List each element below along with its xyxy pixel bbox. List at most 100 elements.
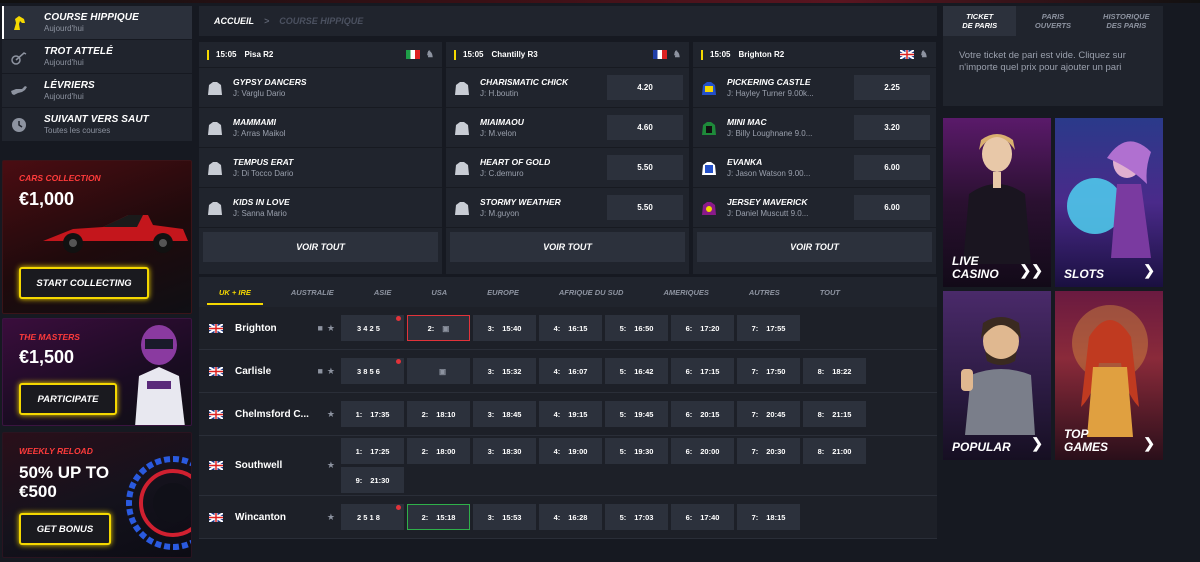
odds-button[interactable]: 5.50 — [607, 195, 683, 220]
meeting-info[interactable]: Southwell ★ — [199, 436, 341, 495]
favorite-star-icon[interactable]: ★ — [326, 408, 335, 419]
race-time-button[interactable]: 9: 21:30 — [341, 467, 404, 493]
race-time-button[interactable]: 5: 19:45 — [605, 401, 668, 427]
tab-autres[interactable]: AUTRES — [748, 287, 780, 297]
favorite-star-icon[interactable]: ★ — [326, 322, 335, 333]
promo-weekly-reload[interactable]: WEEKLY RELOAD 50% UP TO €500 GET BONUS — [2, 432, 192, 558]
tab-tout[interactable]: TOUT — [819, 287, 840, 297]
nav-label: COURSE HIPPIQUE — [44, 12, 139, 23]
silks-icon — [702, 81, 716, 95]
promo-the-masters[interactable]: THE MASTERS €1,500 PARTICIPATE — [2, 318, 192, 426]
tile-live-casino[interactable]: LIVE CASINO ❯❯ — [943, 118, 1051, 287]
race-time-button[interactable]: 4: 16:15 — [539, 315, 602, 341]
race-time-button[interactable]: 6: 17:15 — [671, 358, 734, 384]
nav-course-hippique[interactable]: COURSE HIPPIQUE Aujourd'hui — [2, 6, 192, 39]
race-card-header[interactable]: 15:05 Brighton R2 ♞ — [693, 42, 936, 68]
race-time-button[interactable]: 2 5 1 8 — [341, 504, 404, 530]
nav-trot-attele[interactable]: TROT ATTELÉ Aujourd'hui — [2, 40, 192, 73]
race-slots: 1: 17:25 2: 18:00 3: 18:30 4: 19:00 5: 19:30 6: 20:… — [341, 436, 931, 495]
tile-slots[interactable]: SLOTS ❯ — [1055, 118, 1163, 287]
favorite-star-icon[interactable]: ★ — [326, 460, 335, 470]
race-time-button[interactable]: 6: 17:20 — [671, 315, 734, 341]
tile-top-games[interactable]: TOP GAMES ❯ — [1055, 291, 1163, 460]
race-time-button[interactable]: 6: 20:00 — [671, 438, 734, 464]
meeting-info[interactable]: Brighton ■ ★ — [199, 307, 341, 349]
race-time-button[interactable]: 7: 17:55 — [737, 315, 800, 341]
race-time-button[interactable]: 7: 20:45 — [737, 401, 800, 427]
tab-uk-ire[interactable]: UK + IRE — [199, 277, 271, 307]
tab-asie[interactable]: ASIE — [373, 287, 392, 297]
race-time-button[interactable]: 7: 17:50 — [737, 358, 800, 384]
race-time-button[interactable]: 3: 15:53 — [473, 504, 536, 530]
race-time-button[interactable]: 1: 17:35 — [341, 401, 404, 427]
race-time-button[interactable]: 3: 18:45 — [473, 401, 536, 427]
race-time-button[interactable]: 5: 19:30 — [605, 438, 668, 464]
race-time-button[interactable]: 4: 19:00 — [539, 438, 602, 464]
race-time: 21:30 — [370, 475, 390, 485]
race-time-button[interactable]: 6: 20:15 — [671, 401, 734, 427]
race-time-button[interactable]: 5: 16:50 — [605, 315, 668, 341]
tab-europe[interactable]: EUROPE — [487, 287, 519, 297]
odds-button[interactable]: 4.60 — [607, 115, 683, 140]
race-time: 17:35 — [370, 409, 390, 419]
race-card-header[interactable]: 15:05 Chantilly R3 ♞ — [446, 42, 689, 68]
race-time-button[interactable]: ▣ — [407, 358, 470, 384]
race-time-button[interactable]: 2: 15:18 — [407, 504, 470, 530]
participate-button[interactable]: PARTICIPATE — [19, 383, 117, 415]
race-time-button[interactable]: 4: 19:15 — [539, 401, 602, 427]
odds-button[interactable]: 5.50 — [607, 155, 683, 180]
favorite-star-icon[interactable]: ★ — [326, 365, 335, 376]
odds-button[interactable]: 4.20 — [607, 75, 683, 100]
race-time-button[interactable]: 7: 20:30 — [737, 438, 800, 464]
race-time-button[interactable]: 6: 17:40 — [671, 504, 734, 530]
race-time-button[interactable]: 3: 15:32 — [473, 358, 536, 384]
odds-button[interactable]: 3.20 — [854, 115, 930, 140]
tab-ameriques[interactable]: AMERIQUES — [663, 287, 709, 297]
video-camera-icon[interactable]: ■ — [317, 365, 323, 376]
meeting-info[interactable]: Carlisle ■ ★ — [199, 350, 341, 392]
race-time-button[interactable]: 2: 18:10 — [407, 401, 470, 427]
race-time-button[interactable]: 8: 21:00 — [803, 438, 866, 464]
race-time-button[interactable]: 5: 16:42 — [605, 358, 668, 384]
tab-ticket-de-paris[interactable]: TICKET DE PARIS — [943, 6, 1017, 36]
get-bonus-button[interactable]: GET BONUS — [19, 513, 111, 545]
voir-tout-button[interactable]: VOIR TOUT — [450, 232, 685, 262]
race-time-button[interactable]: 4: 16:28 — [539, 504, 602, 530]
video-camera-icon[interactable]: ■ — [317, 322, 323, 333]
race-time-button[interactable]: 8: 18:22 — [803, 358, 866, 384]
race-time-button[interactable]: 5: 17:03 — [605, 504, 668, 530]
odds-button[interactable]: 6.00 — [854, 195, 930, 220]
tab-afrique-du-sud[interactable]: AFRIQUE DU SUD — [558, 287, 624, 297]
race-time-button[interactable]: 2: 18:00 — [407, 438, 470, 464]
meeting-info[interactable]: Wincanton ★ — [199, 496, 341, 538]
race-time-button[interactable]: 8: 21:15 — [803, 401, 866, 427]
race-time-button[interactable]: 3: 15:40 — [473, 315, 536, 341]
nav-levriers[interactable]: LÉVRIERS Aujourd'hui — [2, 74, 192, 107]
nav-suivant-vers-saut[interactable]: SUIVANT VERS SAUT Toutes les courses — [2, 108, 192, 141]
race-time: 19:30 — [634, 446, 654, 456]
race-time-button[interactable]: 3 4 2 5 — [341, 315, 404, 341]
race-card-header[interactable]: 15:05 Pisa R2 ♞ — [199, 42, 442, 68]
odds-button[interactable]: 2.25 — [854, 75, 930, 100]
meeting-info[interactable]: Chelmsford C... ★ — [199, 393, 341, 435]
voir-tout-button[interactable]: VOIR TOUT — [697, 232, 932, 262]
promo-cars-collection[interactable]: CARS COLLECTION €1,000 START COLLECTING — [2, 160, 192, 314]
odds-button[interactable]: 6.00 — [854, 155, 930, 180]
tile-popular[interactable]: POPULAR ❯ — [943, 291, 1051, 460]
race-time-button[interactable]: 3 8 5 6 — [341, 358, 404, 384]
race-time-button[interactable]: 1: 17:25 — [341, 438, 404, 464]
race-time-button[interactable]: 7: 18:15 — [737, 504, 800, 530]
favorite-star-icon[interactable]: ★ — [326, 511, 335, 522]
voir-tout-button[interactable]: VOIR TOUT — [203, 232, 438, 262]
race-time: 15:18 — [436, 512, 456, 522]
tab-paris-ouverts[interactable]: PARIS OUVERTS — [1016, 6, 1089, 36]
tab-usa[interactable]: USA — [431, 287, 448, 297]
runner-name: MAMMAMI — [233, 117, 276, 127]
tab-australie[interactable]: AUSTRALIE — [290, 287, 334, 297]
breadcrumb-home[interactable]: ACCUEIL — [214, 16, 254, 26]
tab-historique-des-paris[interactable]: HISTORIQUE DES PARIS — [1090, 6, 1163, 36]
start-collecting-button[interactable]: START COLLECTING — [19, 267, 149, 299]
race-time-button[interactable]: 4: 16:07 — [539, 358, 602, 384]
race-time-button[interactable]: 2: ▣ — [407, 315, 470, 341]
race-time-button[interactable]: 3: 18:30 — [473, 438, 536, 464]
